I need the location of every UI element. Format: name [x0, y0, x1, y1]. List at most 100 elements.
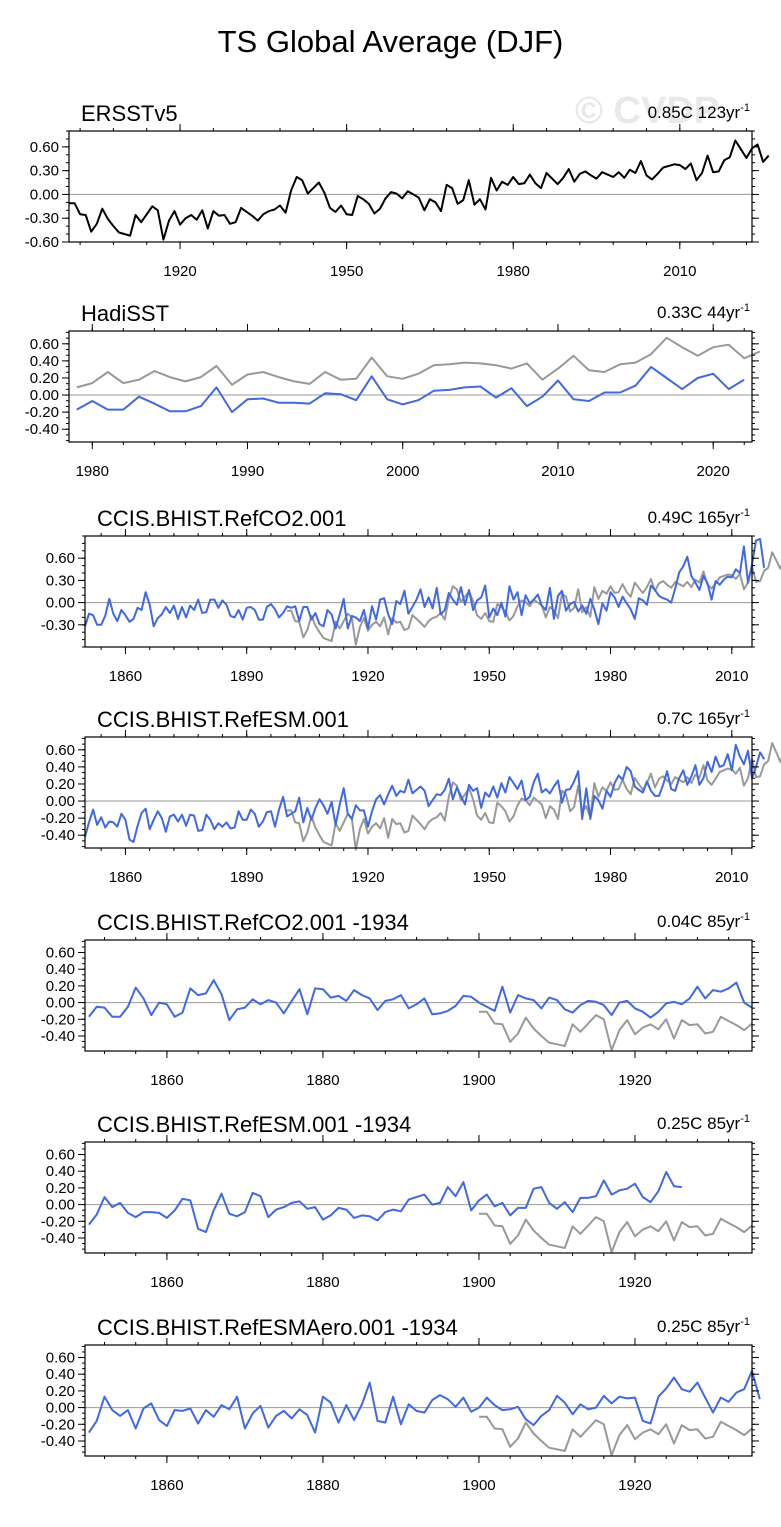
x-tick-label: 2020 — [697, 463, 730, 480]
series-line-ccis-bhist-refesm-001 — [84, 743, 765, 843]
y-tick-label: -0.40 — [25, 421, 59, 438]
trend-label: 0.7C 165yr-1 — [657, 708, 750, 728]
panel-5: CCIS.BHIST.RefCO2.001 -1934 0.04C 85yr-1-… — [41, 910, 759, 1089]
x-tick-label: 2010 — [663, 263, 696, 280]
y-tick-label: 0.20 — [46, 1180, 75, 1197]
x-tick-label: 1950 — [473, 668, 506, 685]
x-tick-label: 1980 — [76, 463, 109, 480]
y-tick-label: -0.20 — [41, 810, 75, 827]
trend-label: 0.33C 44yr-1 — [657, 302, 750, 322]
x-tick-label: 1980 — [497, 263, 530, 280]
x-tick-label: 2000 — [386, 463, 419, 480]
x-tick-label: 1920 — [351, 668, 384, 685]
x-tick-label: 1920 — [618, 1072, 651, 1089]
y-tick-label: 0.00 — [46, 995, 75, 1012]
panel-7: CCIS.BHIST.RefESMAero.001 -1934 0.25C 85y… — [41, 1315, 761, 1494]
y-tick-label: -0.20 — [41, 1416, 75, 1433]
y-tick-label: 0.00 — [30, 387, 59, 404]
trend-label: 0.85C 123yr-1 — [648, 102, 750, 122]
x-tick-label: 1860 — [109, 869, 142, 886]
y-tick-label: 0.60 — [46, 1350, 75, 1367]
series-line-ersstv5 — [69, 139, 770, 241]
y-tick-label: 0.00 — [46, 595, 75, 612]
panel-4: CCIS.BHIST.RefESM.001 0.7C 165yr-1 -0.40-0… — [41, 707, 781, 886]
plot-frame — [84, 1141, 753, 1254]
series-line-reference — [479, 1212, 753, 1254]
trend-exponent: -1 — [740, 911, 750, 923]
trend-exponent: -1 — [740, 302, 750, 314]
trend-value: 0.85C 123yr — [648, 103, 741, 122]
y-tick-label: 0.40 — [30, 353, 59, 370]
trend-label: 0.25C 85yr-1 — [657, 1113, 750, 1133]
x-tick-label: 1900 — [462, 1072, 495, 1089]
y-tick-label: 0.00 — [30, 186, 59, 203]
y-tick-label: 0.40 — [46, 1163, 75, 1180]
trend-value: 0.25C 85yr — [657, 1317, 740, 1336]
panel-title: CCIS.BHIST.RefESM.001 -1934 — [97, 1112, 411, 1137]
x-tick-label: 1880 — [306, 1072, 339, 1089]
panel-title: CCIS.BHIST.RefESM.001 — [97, 707, 349, 732]
cvdp-watermark: © CVDP — [575, 90, 720, 132]
x-tick-label: 2010 — [715, 869, 748, 886]
trend-exponent: -1 — [740, 1316, 750, 1328]
panel-title: HadiSST — [81, 301, 169, 326]
series-line-ccis-bhist-refco2-001-1934 — [88, 979, 753, 1022]
trend-label: 0.49C 165yr-1 — [648, 507, 750, 527]
series-line-ccis-bhist-refesmaero-001-1934 — [88, 1369, 761, 1434]
trend-exponent: -1 — [740, 708, 750, 720]
x-tick-label: 1860 — [150, 1274, 183, 1291]
trend-value: 0.7C 165yr — [657, 709, 740, 728]
plot-frame — [84, 1344, 753, 1457]
panel-title: CCIS.BHIST.RefCO2.001 -1934 — [97, 910, 409, 935]
y-tick-label: -0.60 — [25, 234, 59, 251]
series-line-reference — [287, 742, 781, 851]
series-line-reference — [479, 1010, 753, 1052]
y-tick-label: 0.60 — [46, 550, 75, 567]
trend-label: 0.04C 85yr-1 — [657, 911, 750, 931]
y-tick-label: 0.00 — [46, 1197, 75, 1214]
panel-1: ERSSTv5 0.85C 123yr-1 -0.60 -0.30 0.00 0.30 0.… — [25, 101, 770, 280]
y-tick-label: 0.60 — [46, 945, 75, 962]
trend-value: 0.04C 85yr — [657, 912, 740, 931]
series-line-reference — [479, 1415, 753, 1457]
y-tick-label: -0.20 — [41, 1213, 75, 1230]
y-tick-label: 0.20 — [30, 370, 59, 387]
y-tick-label: 0.60 — [30, 139, 59, 156]
panel-3: CCIS.BHIST.RefCO2.001 0.49C 165yr-1 -0.30 0… — [41, 506, 781, 685]
series-line-hadisst — [76, 365, 745, 414]
trend-value: 0.49C 165yr — [648, 508, 741, 527]
panel-title: ERSSTv5 — [81, 101, 178, 126]
y-tick-label: 0.60 — [46, 742, 75, 759]
x-tick-label: 1860 — [109, 668, 142, 685]
x-tick-label: 1880 — [306, 1274, 339, 1291]
trend-label: 0.25C 85yr-1 — [657, 1316, 750, 1336]
x-tick-label: 1920 — [351, 869, 384, 886]
plot-frame — [84, 535, 753, 648]
plot-frame — [68, 130, 753, 243]
x-tick-label: 1900 — [462, 1274, 495, 1291]
y-tick-label: -0.30 — [41, 617, 75, 634]
y-tick-label: 0.20 — [46, 776, 75, 793]
x-tick-label: 2010 — [715, 668, 748, 685]
series-line-ccis-bhist-refesm-001-1934 — [88, 1171, 682, 1234]
panel-title: CCIS.BHIST.RefESMAero.001 -1934 — [97, 1315, 458, 1340]
x-tick-label: 1990 — [231, 463, 264, 480]
panel-6: CCIS.BHIST.RefESM.001 -1934 0.25C 85yr-1-… — [41, 1112, 759, 1291]
x-tick-label: 1920 — [618, 1477, 651, 1494]
y-tick-label: 0.30 — [46, 572, 75, 589]
y-tick-label: -0.40 — [41, 1230, 75, 1247]
y-tick-label: 0.30 — [30, 163, 59, 180]
y-tick-label: -0.40 — [41, 1028, 75, 1045]
x-tick-label: 1920 — [618, 1274, 651, 1291]
y-tick-label: 0.60 — [46, 1147, 75, 1164]
y-tick-label: 0.00 — [46, 1400, 75, 1417]
y-tick-label: 0.40 — [46, 1366, 75, 1383]
panel-2: HadiSST 0.33C 44yr-1 -0.40-0.200.000.200.4… — [25, 301, 761, 480]
trend-value: 0.25C 85yr — [657, 1114, 740, 1133]
y-tick-label: -0.30 — [25, 210, 59, 227]
trend-exponent: -1 — [740, 1113, 750, 1125]
series-line-reference — [76, 336, 761, 389]
panel-title: CCIS.BHIST.RefCO2.001 — [97, 506, 346, 531]
